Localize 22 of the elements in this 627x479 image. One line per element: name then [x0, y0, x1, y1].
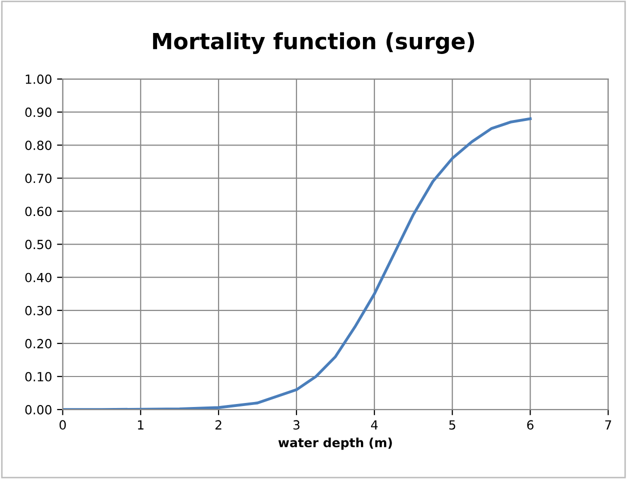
x-axis-title: water depth (m): [278, 438, 392, 450]
x-tick-label: 3: [293, 420, 300, 430]
x-tick-label: 0: [60, 420, 66, 430]
x-tick-label: 7: [605, 420, 612, 430]
y-tick-label: 0.70: [25, 174, 52, 184]
y-tick-label: 0.80: [25, 140, 52, 150]
x-tick-label: 4: [371, 420, 378, 430]
y-tick-label: 0.30: [25, 306, 52, 316]
y-tick-label: 0.40: [25, 272, 52, 282]
x-tick-label: 2: [215, 420, 222, 430]
y-tick-label: 0.00: [25, 405, 52, 414]
y-tick-label: 0.10: [25, 372, 52, 382]
y-tick-label: 0.90: [25, 108, 52, 118]
chart-title: Mortality function (surge): [153, 32, 474, 54]
y-tick-label: 0.20: [25, 338, 52, 348]
y-tick-label: 1.00: [26, 74, 52, 84]
line-series: [62, 117, 532, 410]
y-tick-label: 0.60: [25, 206, 52, 216]
x-tick-label: 6: [527, 420, 534, 430]
x-tick-label: 5: [449, 420, 456, 430]
x-tick-label: 1: [138, 420, 144, 430]
y-tick-label: 0.50: [25, 240, 52, 250]
